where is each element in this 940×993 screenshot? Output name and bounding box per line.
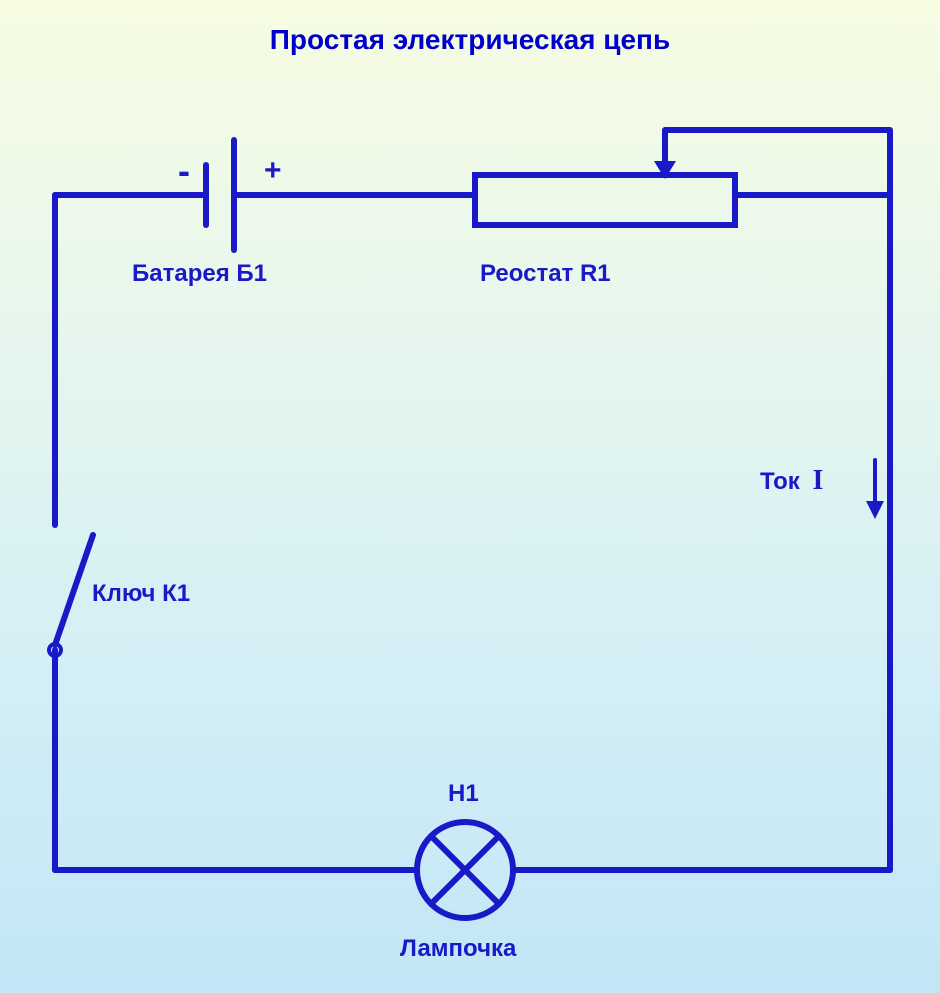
current-symbol: I [813, 465, 824, 496]
battery-minus-label: - [178, 150, 190, 192]
switch-label: Ключ К1 [92, 580, 190, 608]
rheostat-label: Реостат R1 [480, 260, 611, 288]
current-text: Ток [760, 468, 800, 495]
battery-label: Батарея Б1 [132, 260, 267, 288]
battery-plus-label: + [264, 154, 282, 188]
lamp-label: Лампочка [400, 935, 516, 963]
current-label: Ток I [760, 465, 823, 497]
lamp-id-label: Н1 [448, 780, 479, 808]
